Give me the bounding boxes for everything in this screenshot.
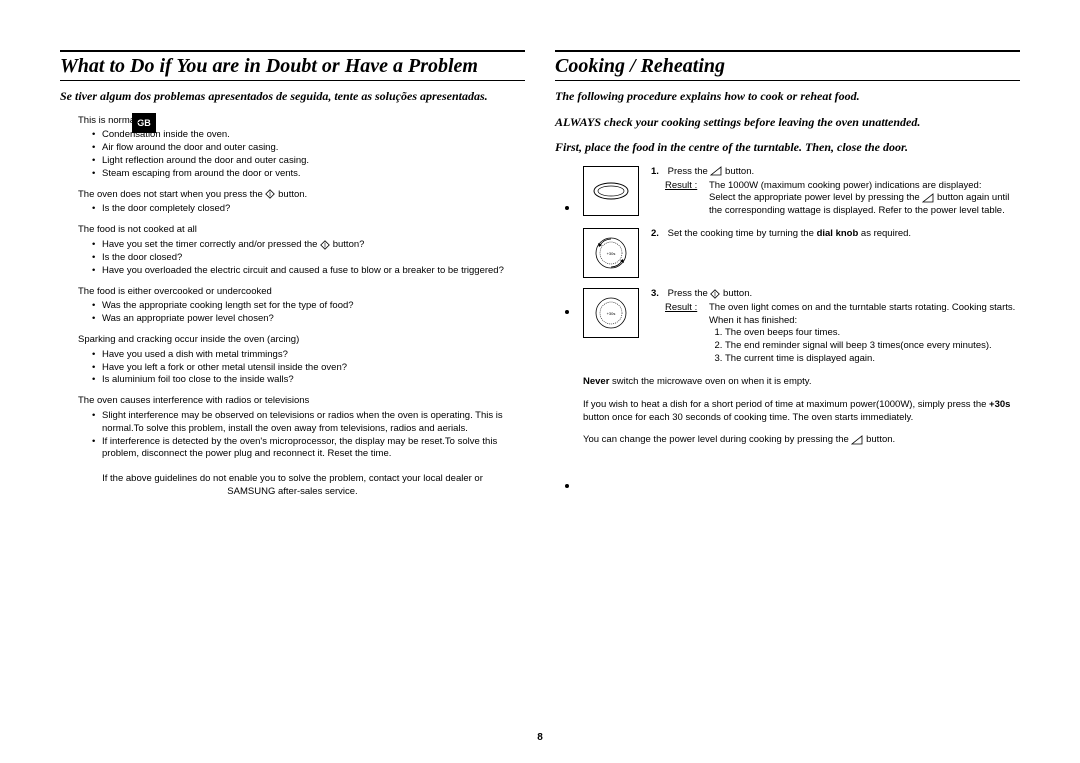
bullet: Is the door completely closed? [92, 203, 525, 216]
bullet: Have you overloaded the electric circuit… [92, 265, 525, 278]
bullet: Is the door closed? [92, 252, 525, 265]
right-column: Cooking / Reheating The following proced… [555, 50, 1020, 690]
bullet: Was an appropriate power level chosen? [92, 313, 525, 326]
step-1: 1. Press the button. Result : The 1000W … [583, 166, 1020, 218]
dot-marker [565, 206, 569, 210]
diamond-icon [265, 189, 275, 199]
result-label: Result : [665, 180, 697, 191]
sublist-item: The end reminder signal will beep 3 time… [725, 340, 1020, 353]
right-intro-1: The following procedure explains how to … [555, 89, 1020, 105]
left-title: What to Do if You are in Doubt or Have a… [60, 55, 525, 78]
bullet: Condensation inside the oven. [92, 129, 525, 142]
bullet: Is aluminium foil too close to the insid… [92, 374, 525, 387]
step-number: 2. [651, 228, 665, 241]
troubleshoot-section-5: Sparking and cracking occur inside the o… [78, 334, 525, 387]
result-label: Result : [665, 302, 697, 313]
page-number: 8 [537, 732, 543, 743]
bullet: Have you set the timer correctly and/or … [92, 239, 525, 252]
result-text: The oven light comes on and the turntabl… [709, 302, 1015, 326]
bullet: If interference is detected by the oven'… [92, 436, 525, 462]
diamond-icon [320, 240, 330, 250]
right-intro-3: First, place the food in the centre of t… [555, 140, 1020, 156]
section-head: The food is either overcooked or underco… [78, 286, 525, 299]
step-number: 3. [651, 288, 665, 301]
triangle-icon [851, 435, 863, 445]
result-sublist: The oven beeps four times. The end remin… [709, 327, 1020, 365]
step-number: 1. [651, 166, 665, 179]
left-intro: Se tiver algum dos problemas apresentado… [60, 89, 525, 105]
bullet: Steam escaping from around the door or v… [92, 168, 525, 181]
rule-bottom [555, 80, 1020, 81]
bullet: Air flow around the door and outer casin… [92, 142, 525, 155]
right-intro-2: ALWAYS check your cooking settings befor… [555, 115, 1020, 131]
rule-top [60, 50, 525, 52]
section-head: Sparking and cracking occur inside the o… [78, 334, 525, 347]
sublist-item: The current time is displayed again. [725, 353, 1020, 366]
bullet: Have you left a fork or other metal uten… [92, 362, 525, 375]
result-text: The 1000W (maximum cooking power) indica… [709, 180, 981, 191]
troubleshoot-section-4: The food is either overcooked or underco… [78, 286, 525, 326]
svg-text:+30s: +30s [607, 251, 616, 256]
section-head: The oven does not start when you press t… [78, 189, 525, 202]
triangle-icon [922, 193, 934, 203]
section-head: The food is not cooked at all [78, 224, 525, 237]
bullet: Light reflection around the door and out… [92, 155, 525, 168]
note-2: If you wish to heat a dish for a short p… [555, 399, 1020, 425]
section-head: The oven causes interference with radios… [78, 395, 525, 408]
section-head: This is normal. [78, 115, 525, 128]
bullet: Have you used a dish with metal trimming… [92, 349, 525, 362]
dial-knob-icon: +30s [583, 228, 639, 278]
right-title: Cooking / Reheating [555, 55, 1020, 78]
dot-marker [565, 484, 569, 488]
troubleshoot-section-3: The food is not cooked at all Have you s… [78, 224, 525, 277]
troubleshoot-section-6: The oven causes interference with radios… [78, 395, 525, 461]
turntable-icon [583, 166, 639, 216]
diamond-icon [710, 289, 720, 299]
troubleshoot-section-2: The oven does not start when you press t… [78, 189, 525, 217]
triangle-icon [710, 166, 722, 176]
dot-marker [565, 310, 569, 314]
left-footer: If the above guidelines do not enable yo… [60, 473, 525, 499]
two-column-layout: What to Do if You are in Doubt or Have a… [60, 50, 1020, 690]
dial-knob-icon: +30s [583, 288, 639, 338]
left-column: What to Do if You are in Doubt or Have a… [60, 50, 525, 690]
sublist-item: The oven beeps four times. [725, 327, 1020, 340]
troubleshoot-section-1: This is normal. Condensation inside the … [78, 115, 525, 181]
notes-block: Never switch the microwave oven on when … [555, 376, 1020, 447]
bullet: Slight interference may be observed on t… [92, 410, 525, 436]
rule-top [555, 50, 1020, 52]
step-2: +30s 2. Set the cooking time by turning … [583, 228, 1020, 278]
bullet: Was the appropriate cooking length set f… [92, 300, 525, 313]
step-continuation: Select the appropriate power level by pr… [709, 192, 1009, 216]
svg-text:+30s: +30s [607, 311, 616, 316]
step-3: +30s 3. Press the button. Result : The o… [583, 288, 1020, 366]
note-1: Never switch the microwave oven on when … [555, 376, 1020, 389]
rule-bottom [60, 80, 525, 81]
note-3: You can change the power level during co… [555, 434, 1020, 447]
